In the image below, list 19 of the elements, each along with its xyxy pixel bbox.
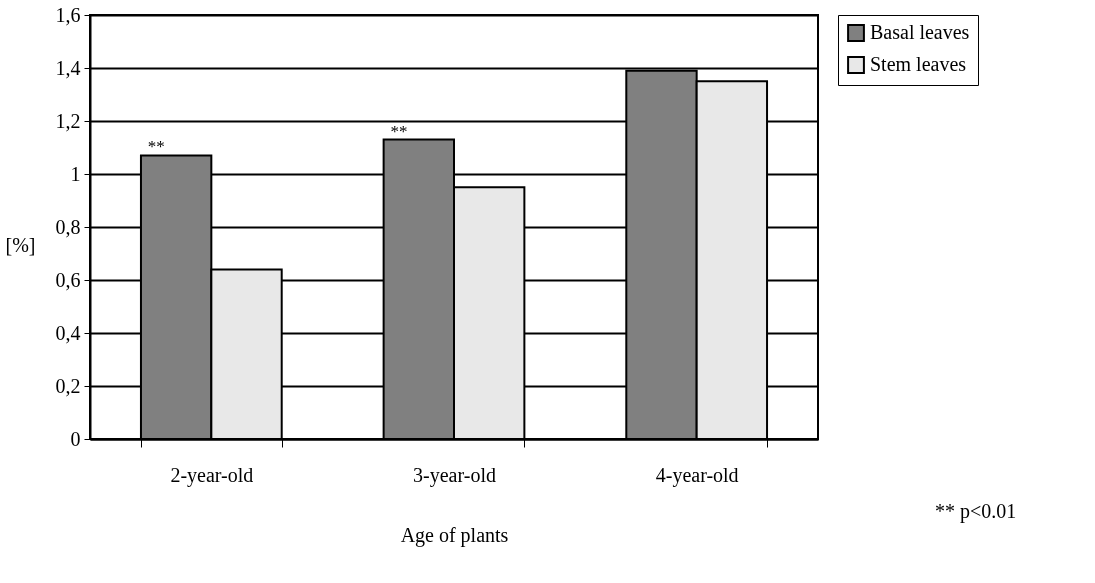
text: ** p<0.01 [935,500,1017,523]
x-tick-label: 4-year-old [655,463,739,487]
y-tick-label: 0 [70,427,81,450]
y-tick-label: 0,4 [55,321,81,344]
annotation: ** [147,137,165,157]
y-tick-label: 0,8 [55,215,81,238]
legend-label: Stem leaves [870,53,967,75]
y-tick-label: 0,2 [55,374,81,397]
x-tick-label: 3-year-old [413,463,496,487]
y-tick-label: 1,2 [55,109,81,132]
y-tick-label: 1,4 [55,56,81,79]
y-tick-label: 1,6 [55,3,81,26]
y-tick-label: 0,6 [55,268,81,291]
y-tick-label: 1 [70,162,81,185]
x-axis-title: Age of plants [400,523,509,547]
annotation: ** [390,121,408,141]
x-tick-label: 2-year-old [170,463,254,487]
legend-label: Basal leaves [870,21,970,43]
y-axis-title: [%] [5,233,36,256]
